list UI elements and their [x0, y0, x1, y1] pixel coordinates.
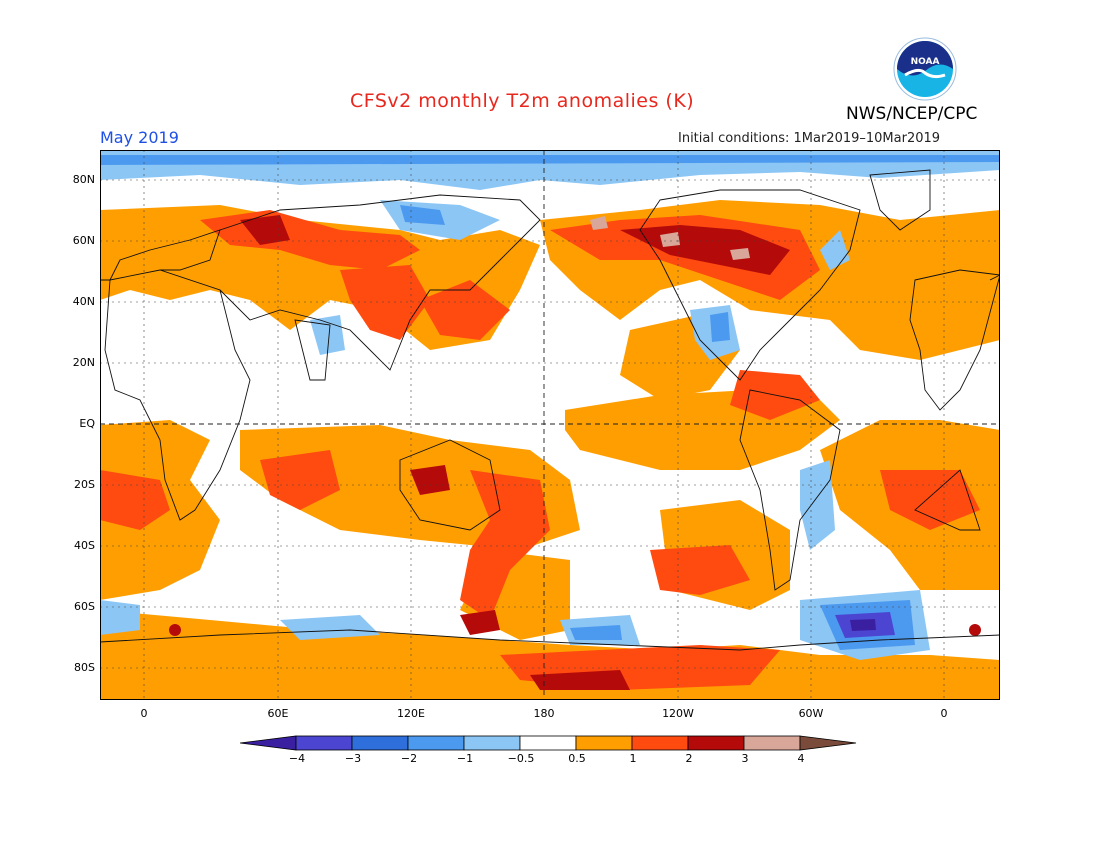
colorbar [240, 735, 857, 751]
colorbar-label: −4 [288, 752, 306, 765]
lat-label-60s: 60S [74, 600, 95, 613]
colorbar-label: −0.5 [507, 752, 535, 765]
lon-label-120w: 120W [662, 707, 694, 720]
colorbar-label: 3 [741, 752, 749, 765]
logo-text: NOAA [911, 57, 940, 67]
colorbar-swatch [407, 735, 465, 751]
noaa-logo-icon: NOAA [893, 37, 957, 101]
lon-label-60e: 60E [267, 707, 289, 720]
lat-label-40n: 40N [72, 295, 95, 308]
lat-label-80n: 80N [72, 173, 95, 186]
equator-dateline [100, 150, 1000, 700]
colorbar-label: 0.5 [568, 752, 586, 765]
coastlines [100, 169, 1000, 651]
colorbar-label: 1 [629, 752, 637, 765]
anomaly-map [100, 150, 1000, 700]
colorbar-arrow-right [799, 735, 857, 751]
colorbar-swatch [575, 735, 633, 751]
initial-conditions: Initial conditions: 1Mar2019–10Mar2019 [678, 131, 941, 146]
colorbar-swatch [295, 735, 353, 751]
colorbar-swatch [351, 735, 409, 751]
colorbar-label: −3 [344, 752, 362, 765]
lon-label-180: 180 [533, 707, 555, 720]
colorbar-label: −2 [400, 752, 418, 765]
agency-label: NWS/NCEP/CPC [846, 104, 978, 124]
lat-label-40s: 40S [74, 539, 95, 552]
lat-label-80s: 80S [74, 661, 95, 674]
grid-lines [100, 150, 1000, 700]
colorbar-label: 4 [797, 752, 805, 765]
colorbar-swatch [519, 735, 577, 751]
lon-label-0: 0 [140, 707, 148, 720]
map-title: CFSv2 monthly T2m anomalies (K) [350, 90, 695, 112]
lon-label-120e: 120E [397, 707, 425, 720]
lat-label-20s: 20S [74, 478, 95, 491]
lon-label-0-east: 0 [940, 707, 948, 720]
colorbar-label: −1 [456, 752, 474, 765]
lon-label-60w: 60W [798, 707, 824, 720]
lat-label-60n: 60N [72, 234, 95, 247]
anomaly-fill-cool5 [850, 619, 876, 631]
anomaly-fill-warm4 [590, 216, 750, 260]
lat-label-20n: 20N [72, 356, 95, 369]
colorbar-swatch [631, 735, 689, 751]
colorbar-label: 2 [685, 752, 693, 765]
colorbar-arrow-left [240, 735, 297, 751]
colorbar-swatch [743, 735, 801, 751]
lat-label-eq: EQ [79, 417, 95, 430]
colorbar-swatch [463, 735, 521, 751]
colorbar-swatch [687, 735, 745, 751]
forecast-month: May 2019 [100, 128, 179, 147]
